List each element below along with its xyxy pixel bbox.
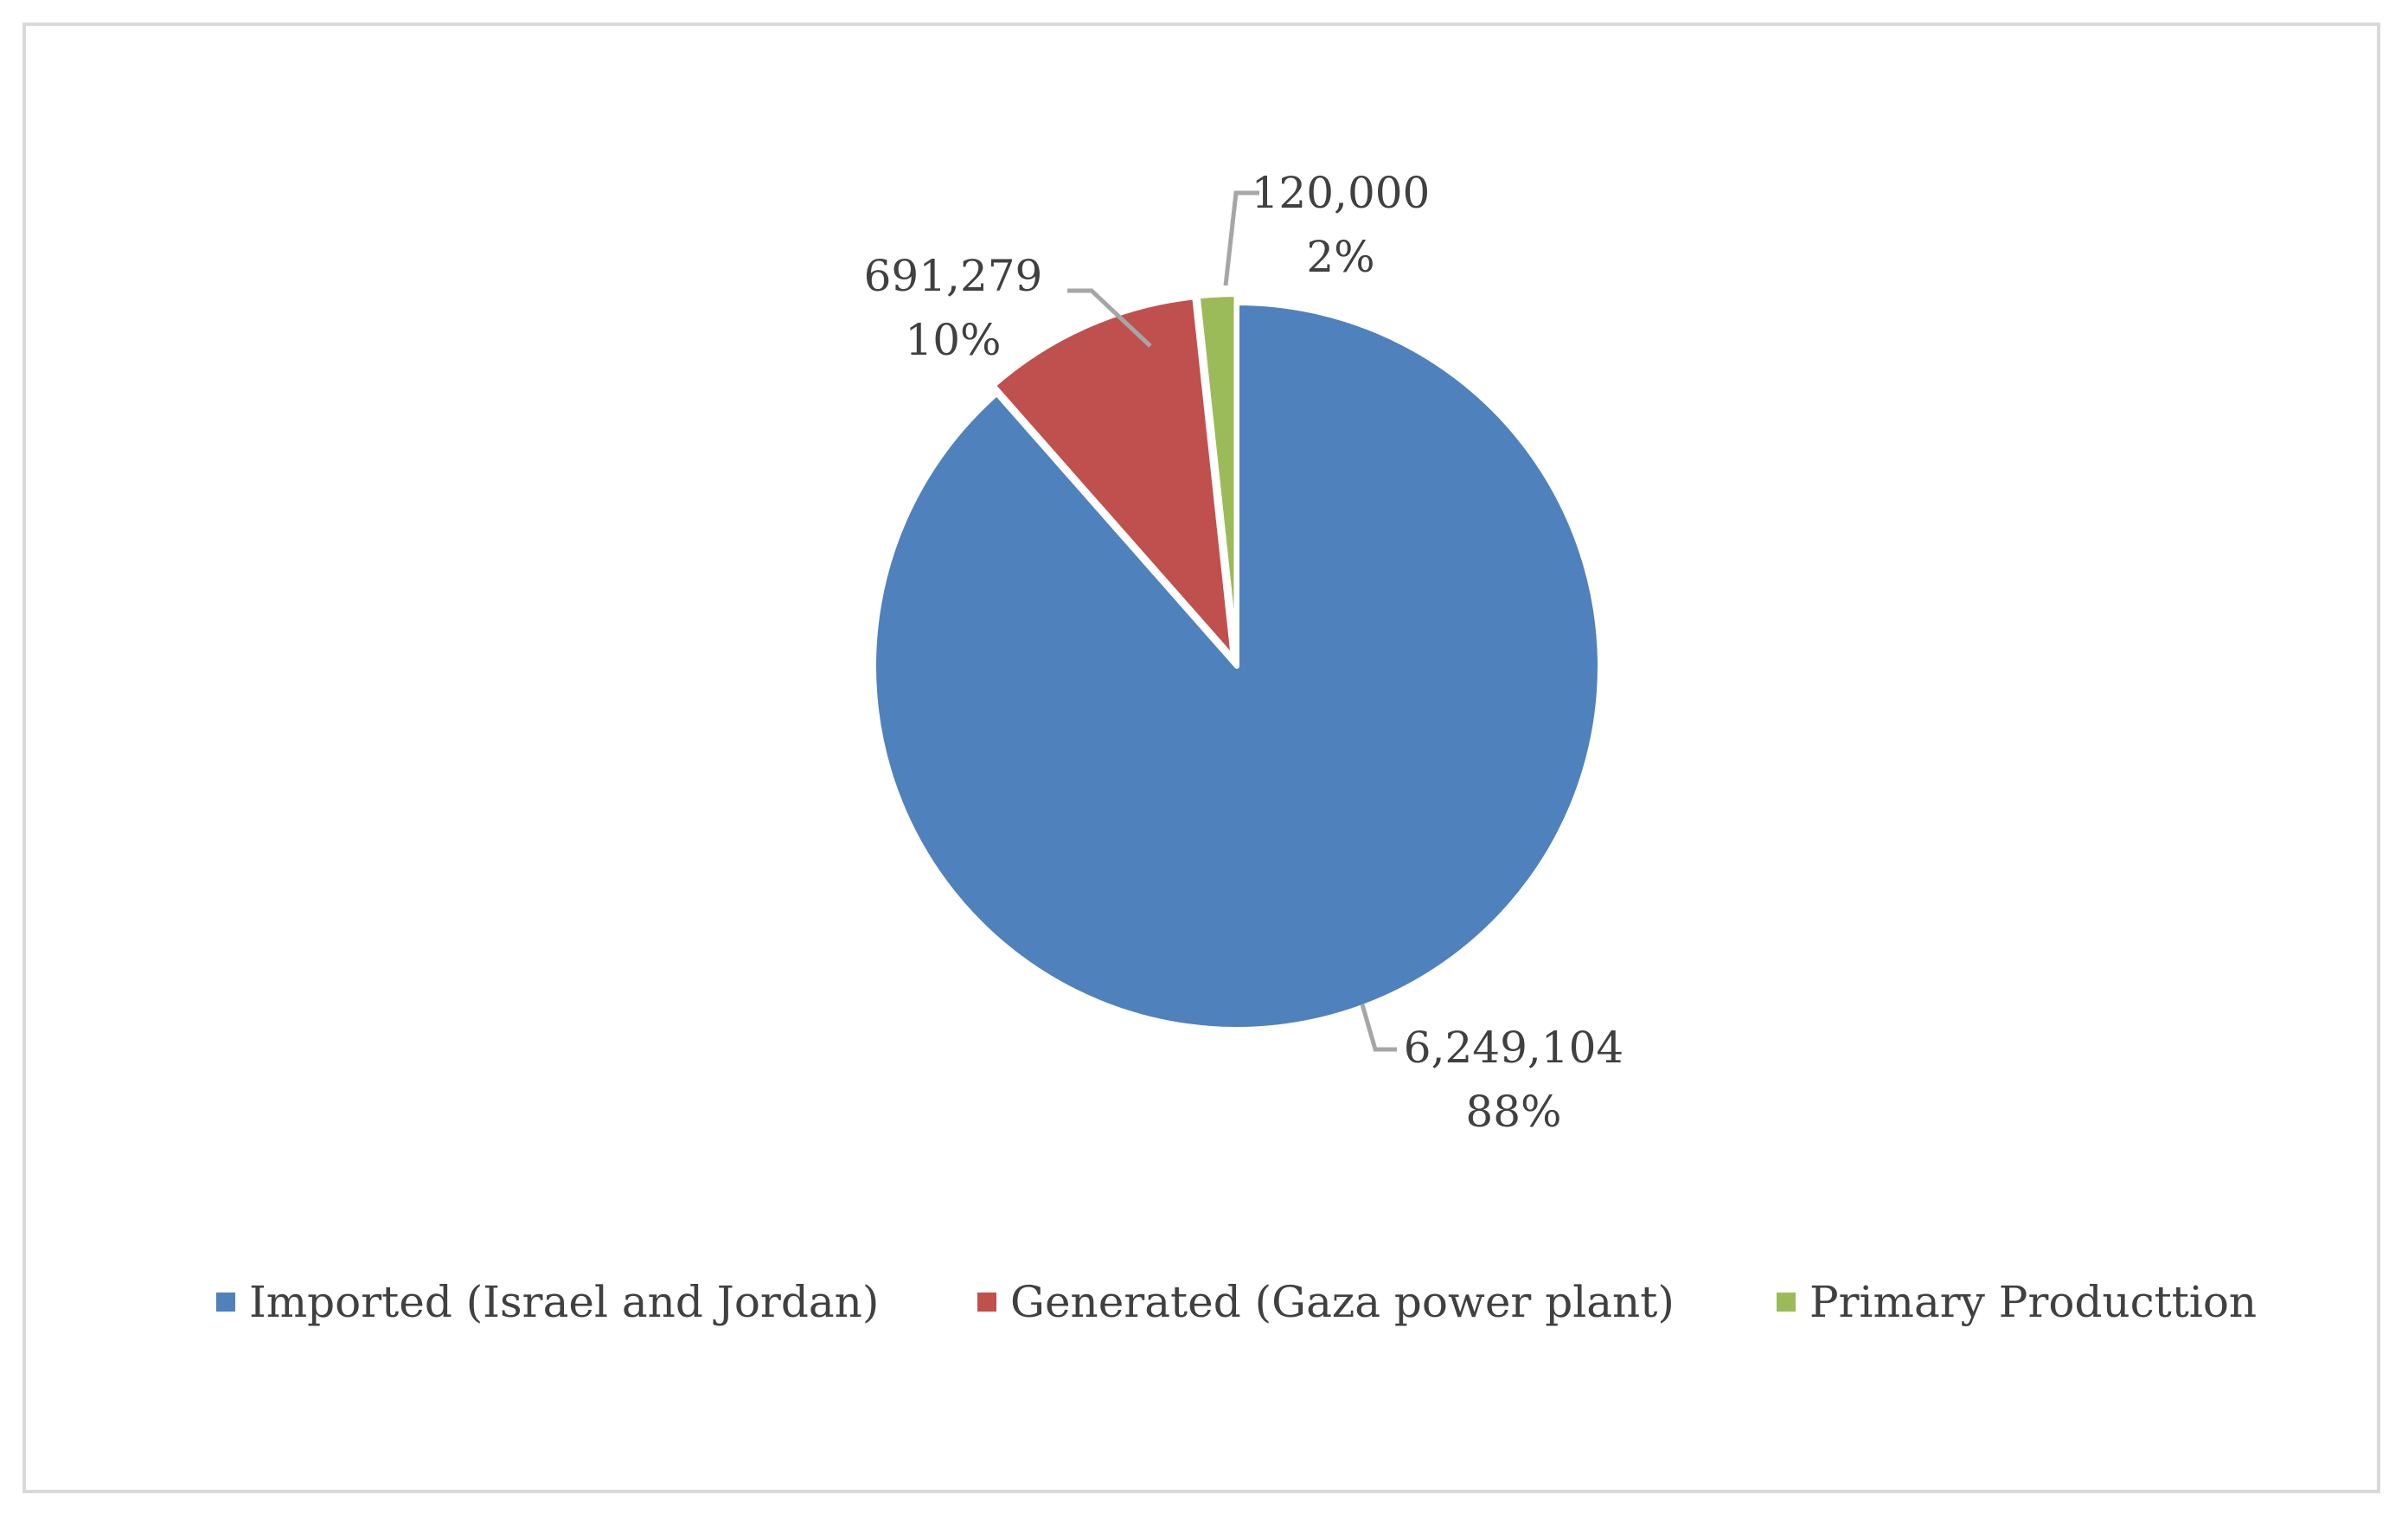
chart-frame: 6,249,104 88% 691,279 10% 120,000 2% Imp… <box>22 22 2380 1493</box>
pie-slice-primary <box>1194 292 1239 661</box>
data-label-percent-generated: 10% <box>905 315 1001 365</box>
pie-slice-generated <box>990 294 1236 661</box>
legend-label-generated: Generated (Gaza power plant) <box>1010 1277 1675 1327</box>
leader-lines <box>1067 190 1397 1052</box>
data-labels: 6,249,104 88% 691,279 10% 120,000 2% <box>864 168 1624 1137</box>
data-label-value-imported: 6,249,104 <box>1404 1023 1623 1073</box>
legend-label-imported: Imported (Israel and Jordan) <box>249 1277 879 1327</box>
data-label-percent-primary: 2% <box>1306 232 1374 282</box>
data-label-value-generated: 691,279 <box>864 251 1043 301</box>
legend-label-primary: Primary Producttion <box>1809 1277 2257 1327</box>
legend-swatch-generated <box>977 1293 996 1312</box>
data-label-percent-imported: 88% <box>1465 1087 1561 1137</box>
data-label-value-primary: 120,000 <box>1252 168 1431 218</box>
legend-swatch-imported <box>216 1293 235 1312</box>
legend: Imported (Israel and Jordan) Generated (… <box>216 1277 2257 1327</box>
leader-line-imported <box>1360 1004 1397 1052</box>
pie-slice-imported <box>871 300 1603 1032</box>
pie-slices <box>871 292 1603 1032</box>
pie-chart: 6,249,104 88% 691,279 10% 120,000 2% Imp… <box>216 168 2257 1327</box>
leader-line-generated <box>1067 288 1152 348</box>
legend-swatch-primary <box>1777 1293 1796 1312</box>
leader-line-primary <box>1223 190 1259 286</box>
